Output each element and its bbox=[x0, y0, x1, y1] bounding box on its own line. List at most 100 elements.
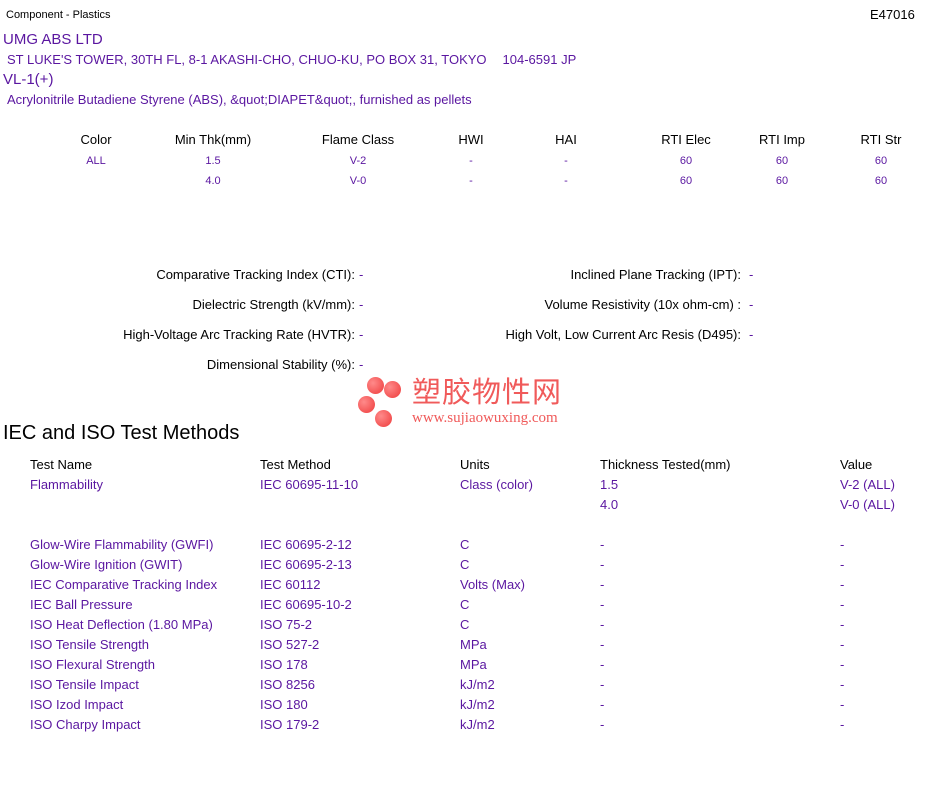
iec-cell: ISO Flexural Strength bbox=[30, 657, 155, 672]
iec-cell: IEC Comparative Tracking Index bbox=[30, 577, 218, 592]
ratings-cell: - bbox=[469, 155, 473, 167]
ratings-header: HAI bbox=[555, 132, 577, 147]
iec-cell: kJ/m2 bbox=[460, 677, 495, 692]
iec-cell: ISO 527-2 bbox=[260, 637, 320, 652]
iec-cell: - bbox=[600, 637, 605, 652]
iec-cell: - bbox=[840, 557, 845, 572]
ratings-cell: 1.5 bbox=[205, 155, 221, 167]
iec-cell: - bbox=[600, 577, 605, 592]
iec-cell: 1.5 bbox=[600, 477, 619, 492]
iec-cell: ISO 180 bbox=[260, 697, 308, 712]
property-label: Inclined Plane Tracking (IPT): bbox=[570, 267, 741, 282]
company-name: UMG ABS LTD bbox=[3, 31, 103, 48]
property-value: - bbox=[359, 357, 364, 372]
iec-cell: kJ/m2 bbox=[460, 697, 495, 712]
iec-cell: ISO Tensile Impact bbox=[30, 677, 139, 692]
property-value: - bbox=[359, 327, 364, 342]
iec-cell: - bbox=[600, 537, 605, 552]
ratings-header: RTI Elec bbox=[661, 132, 711, 147]
iec-cell: ISO 179-2 bbox=[260, 717, 320, 732]
iec-cell: - bbox=[600, 697, 605, 712]
property-label: Dielectric Strength (kV/mm): bbox=[192, 297, 355, 312]
iec-cell: - bbox=[600, 677, 605, 692]
iec-header: Thickness Tested(mm) bbox=[600, 457, 731, 472]
ratings-cell: 4.0 bbox=[205, 175, 221, 187]
iec-cell: 4.0 bbox=[600, 497, 619, 512]
ratings-cell: 60 bbox=[874, 175, 888, 187]
iec-cell: - bbox=[600, 617, 605, 632]
iec-cell: C bbox=[460, 597, 470, 612]
iec-cell: ISO 178 bbox=[260, 657, 308, 672]
product-grade: VL-1(+) bbox=[3, 71, 54, 88]
iec-cell: - bbox=[600, 557, 605, 572]
iec-cell: - bbox=[840, 597, 845, 612]
ratings-cell: V-2 bbox=[349, 155, 367, 167]
property-label: Comparative Tracking Index (CTI): bbox=[156, 267, 355, 282]
iec-header: Test Method bbox=[260, 457, 331, 472]
iec-cell: - bbox=[600, 717, 605, 732]
iec-header: Units bbox=[460, 457, 490, 472]
iec-cell: ISO Tensile Strength bbox=[30, 637, 149, 652]
ratings-cell: 60 bbox=[874, 155, 888, 167]
iec-cell: - bbox=[840, 697, 845, 712]
watermark-url: www.sujiaowuxing.com bbox=[412, 410, 558, 426]
iec-cell: C bbox=[460, 557, 470, 572]
ratings-cell: - bbox=[564, 175, 568, 187]
property-value: - bbox=[359, 267, 364, 282]
watermark-text: 塑胶物性网 bbox=[412, 375, 563, 409]
property-value: - bbox=[749, 297, 754, 312]
iec-cell: ISO 8256 bbox=[260, 677, 315, 692]
property-label: High Volt, Low Current Arc Resis (D495): bbox=[505, 327, 741, 342]
iec-cell: - bbox=[840, 577, 845, 592]
iec-cell: IEC 60112 bbox=[260, 577, 321, 592]
property-label: Dimensional Stability (%): bbox=[206, 357, 355, 372]
iec-cell: Flammability bbox=[30, 477, 103, 492]
iec-cell: C bbox=[460, 537, 470, 552]
iec-cell: - bbox=[840, 717, 845, 732]
iec-cell: Volts (Max) bbox=[460, 577, 526, 592]
iec-cell: Glow-Wire Ignition (GWIT) bbox=[30, 557, 183, 572]
iec-cell: - bbox=[840, 677, 845, 692]
iec-cell: - bbox=[840, 617, 845, 632]
ratings-header: Flame Class bbox=[321, 132, 395, 147]
property-label: Volume Resistivity (10x ohm-cm) : bbox=[544, 297, 742, 312]
iec-cell: V-2 (ALL) bbox=[840, 477, 895, 492]
ratings-cell: - bbox=[564, 155, 568, 167]
ratings-cell: - bbox=[469, 175, 473, 187]
iec-cell: IEC 60695-2-12 bbox=[260, 537, 352, 552]
iec-cell: MPa bbox=[460, 637, 487, 652]
company-postal: 104-6591 JP bbox=[502, 52, 577, 67]
iec-cell: - bbox=[840, 637, 845, 652]
ratings-cell: 60 bbox=[679, 175, 693, 187]
ratings-cell: 60 bbox=[775, 155, 789, 167]
property-label: High-Voltage Arc Tracking Rate (HVTR): bbox=[123, 327, 355, 342]
iec-cell: ISO Izod Impact bbox=[30, 697, 124, 712]
iec-header: Test Name bbox=[30, 457, 93, 472]
company-address: ST LUKE'S TOWER, 30TH FL, 8-1 AKASHI-CHO… bbox=[7, 52, 487, 67]
file-number: E47016 bbox=[870, 7, 915, 22]
iec-cell: IEC 60695-11-10 bbox=[260, 477, 359, 492]
ratings-header: Min Thk(mm) bbox=[174, 132, 252, 147]
ratings-cell: 60 bbox=[679, 155, 693, 167]
iec-cell: ISO 75-2 bbox=[260, 617, 313, 632]
company-address-line: ST LUKE'S TOWER, 30TH FL, 8-1 AKASHI-CHO… bbox=[7, 52, 577, 68]
iec-cell: Glow-Wire Flammability (GWFI) bbox=[30, 537, 214, 552]
iec-header: Value bbox=[840, 457, 873, 472]
iec-cell: C bbox=[460, 617, 470, 632]
property-value: - bbox=[359, 297, 364, 312]
iec-cell: - bbox=[840, 537, 845, 552]
ratings-header: Color bbox=[80, 132, 112, 147]
ratings-header: RTI Str bbox=[860, 132, 902, 147]
iec-cell: ISO Heat Deflection (1.80 MPa) bbox=[30, 617, 213, 632]
iec-cell: IEC 60695-10-2 bbox=[260, 597, 352, 612]
iec-cell: MPa bbox=[460, 657, 487, 672]
iec-cell: - bbox=[840, 657, 845, 672]
category-label: Component - Plastics bbox=[6, 9, 111, 21]
ratings-cell: ALL bbox=[86, 155, 106, 167]
iec-cell: kJ/m2 bbox=[460, 717, 495, 732]
property-value: - bbox=[749, 267, 754, 282]
product-description: Acrylonitrile Butadiene Styrene (ABS), &… bbox=[7, 92, 472, 107]
iec-cell: IEC Ball Pressure bbox=[30, 597, 133, 612]
ratings-header: HWI bbox=[458, 132, 484, 147]
iec-cell: - bbox=[600, 657, 605, 672]
